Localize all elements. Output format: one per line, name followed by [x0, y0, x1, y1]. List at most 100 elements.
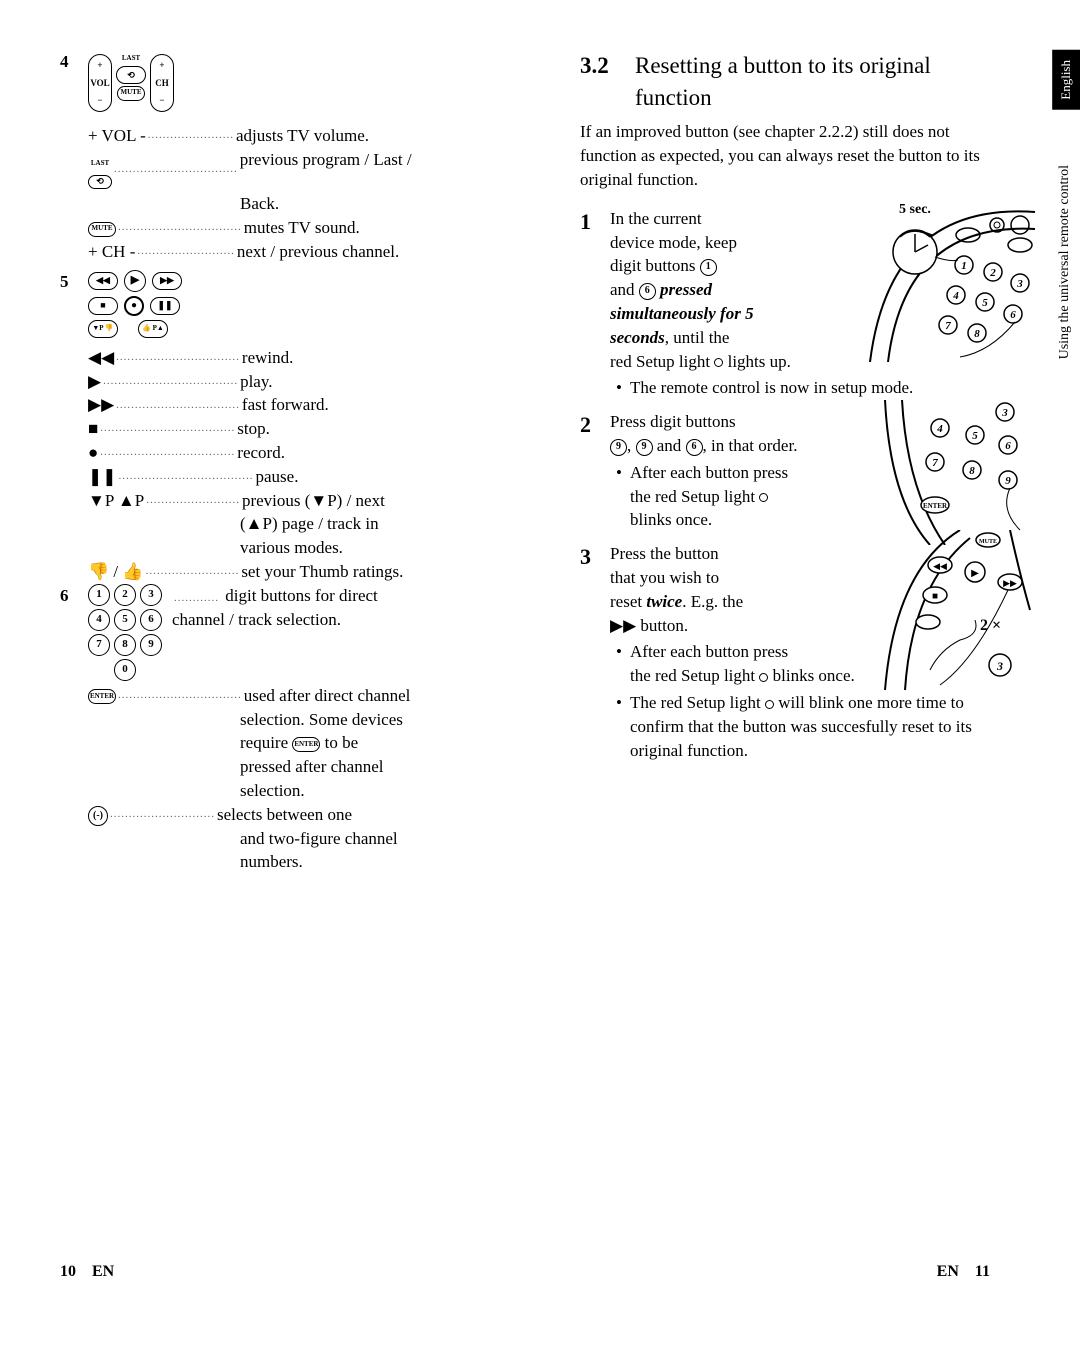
desc-continuation: selection. [240, 779, 500, 803]
dash-icon: (-) [88, 806, 108, 826]
desc-row: ■....................................sto… [88, 417, 500, 441]
figure-step-3: MUTE ◀◀ ▶ ▶▶ ■ 2 × 3 [880, 530, 1040, 690]
desc-row: MUTE.................................mut… [88, 216, 500, 240]
intro-paragraph: If an improved button (see chapter 2.2.2… [580, 120, 990, 191]
vol-mute-ch-buttons: +VOL− LAST ⟲ MUTE +CH− [88, 54, 174, 112]
digit-desc: digit buttons for direct [225, 586, 378, 605]
page-footer: 10 EN EN 11 [0, 1261, 1080, 1283]
svg-text:▶▶: ▶▶ [1003, 578, 1017, 588]
tab-english: English [1052, 50, 1080, 110]
desc-continuation: numbers. [240, 850, 500, 874]
desc-row: ▶▶.................................fast … [88, 393, 500, 417]
desc-row: + VOL -.......................adjusts TV… [88, 124, 500, 148]
mute-icon: MUTE [88, 222, 116, 237]
desc-row: ▼P ▲P.........................previous (… [88, 489, 500, 513]
section-heading: 3.2Resetting a button to its original fu… [580, 50, 990, 114]
tab-section: Using the universal remote control [1052, 160, 1078, 364]
svg-text:5: 5 [972, 430, 978, 442]
digit-desc-cont: channel / track selection. [172, 608, 378, 632]
desc-row: + CH -..........................next / p… [88, 240, 500, 264]
desc-row: ●....................................rec… [88, 441, 500, 465]
record-icon: ● [124, 296, 144, 316]
svg-text:ENTER: ENTER [923, 502, 948, 510]
digit-9a-icon: 9 [610, 439, 627, 456]
page-up-icon: 👍 P▲ [138, 320, 168, 338]
setup-light-icon [759, 673, 768, 682]
digit-6-icon: 6 [639, 283, 656, 300]
svg-text:9: 9 [1005, 475, 1011, 487]
desc-continuation: (▲P) page / track in [240, 512, 500, 536]
ffwd-icon: ▶▶ [152, 272, 182, 290]
desc-continuation: require ENTER to be [240, 731, 500, 755]
digit-buttons: 123 456 789 0 [88, 584, 162, 684]
svg-text:6: 6 [1005, 440, 1011, 452]
desc-row: ◀◀.................................rewin… [88, 346, 500, 370]
lang-right: EN [937, 1263, 959, 1280]
stop-icon: ■ [88, 297, 118, 315]
desc-row: LAST⟲.................................pr… [88, 148, 500, 193]
vol-rocker: +VOL− [88, 54, 112, 112]
figure-step-1: 5 sec. 1 2 3 4 5 6 7 8 [860, 197, 1040, 362]
svg-text:▶: ▶ [971, 568, 979, 579]
svg-text:2: 2 [989, 267, 996, 279]
play-icon: ▶ [124, 270, 146, 292]
desc-row: (-)............................selects b… [88, 803, 500, 827]
step-1: 1 In the current device mode, keep digit… [580, 207, 990, 400]
svg-text:■: ■ [932, 591, 938, 602]
figure-step-2: 3 4 5 6 7 8 9 ENTER [880, 400, 1040, 545]
svg-text:7: 7 [945, 320, 951, 332]
desc-row: ▶....................................pla… [88, 370, 500, 394]
fig1-label: 5 sec. [899, 202, 931, 217]
svg-text:4: 4 [952, 290, 959, 302]
svg-text:5: 5 [982, 297, 988, 309]
desc-continuation: and two-figure channel [240, 827, 500, 851]
last-label: LAST [122, 54, 140, 64]
transport-buttons: ◀◀ ▶ ▶▶ ■ ● ❚❚ ▼P 👎 👍 P▲ [88, 270, 182, 338]
desc-continuation: various modes. [240, 536, 500, 560]
ffwd-example: ▶▶ button. [610, 616, 688, 635]
last-icon: ⟲ [88, 175, 112, 189]
svg-text:6: 6 [1010, 309, 1016, 321]
step-3: 3 Press the button that you wish to rese… [580, 542, 990, 762]
desc-row: 👎 / 👍 .........................set your … [88, 560, 500, 584]
svg-text:4: 4 [936, 423, 943, 435]
desc-row: ❚❚....................................pa… [88, 465, 500, 489]
svg-text:3: 3 [1001, 407, 1008, 419]
page-down-icon: ▼P 👎 [88, 320, 118, 338]
svg-text:MUTE: MUTE [979, 539, 997, 545]
digit-1-icon: 1 [700, 259, 717, 276]
svg-text:2 ×: 2 × [980, 617, 1001, 634]
section-number: 4 [60, 50, 88, 74]
lang-left: EN [92, 1263, 114, 1280]
svg-text:1: 1 [961, 260, 967, 272]
svg-text:3: 3 [996, 659, 1003, 673]
desc-continuation: Back. [240, 192, 500, 216]
digit-9b-icon: 9 [636, 439, 653, 456]
svg-text:3: 3 [1016, 278, 1023, 290]
svg-text:◀◀: ◀◀ [933, 561, 947, 571]
setup-light-icon [765, 700, 774, 709]
desc-continuation: pressed after channel [240, 755, 500, 779]
svg-text:8: 8 [969, 465, 975, 477]
right-page: 3.2Resetting a button to its original fu… [540, 0, 1080, 1261]
enter-inline-icon: ENTER [292, 737, 320, 752]
digit-6c-icon: 6 [686, 439, 703, 456]
svg-text:8: 8 [974, 328, 980, 340]
page-number-left: 10 [60, 1263, 76, 1280]
step-2-bullet: After each button press the red Setup li… [610, 461, 810, 532]
setup-light-icon [759, 493, 768, 502]
section-number: 5 [60, 270, 88, 294]
ch-rocker: +CH− [150, 54, 174, 112]
section-number: 6 [60, 584, 88, 608]
last-button-icon: ⟲ [116, 66, 146, 84]
desc-row: ENTER.................................us… [88, 684, 500, 708]
desc-continuation: selection. Some devices [240, 708, 500, 732]
svg-text:7: 7 [932, 457, 938, 469]
side-tabs: English Using the universal remote contr… [1052, 50, 1080, 371]
step-3-bullet-1: After each button press [610, 640, 810, 664]
mute-button-icon: MUTE [117, 86, 145, 101]
page-number-right: 11 [975, 1263, 990, 1280]
step-2: 2 Press digit buttons 9, 9 and 6, in tha… [580, 410, 990, 532]
pause-icon: ❚❚ [150, 297, 180, 315]
enter-icon: ENTER [88, 689, 116, 704]
